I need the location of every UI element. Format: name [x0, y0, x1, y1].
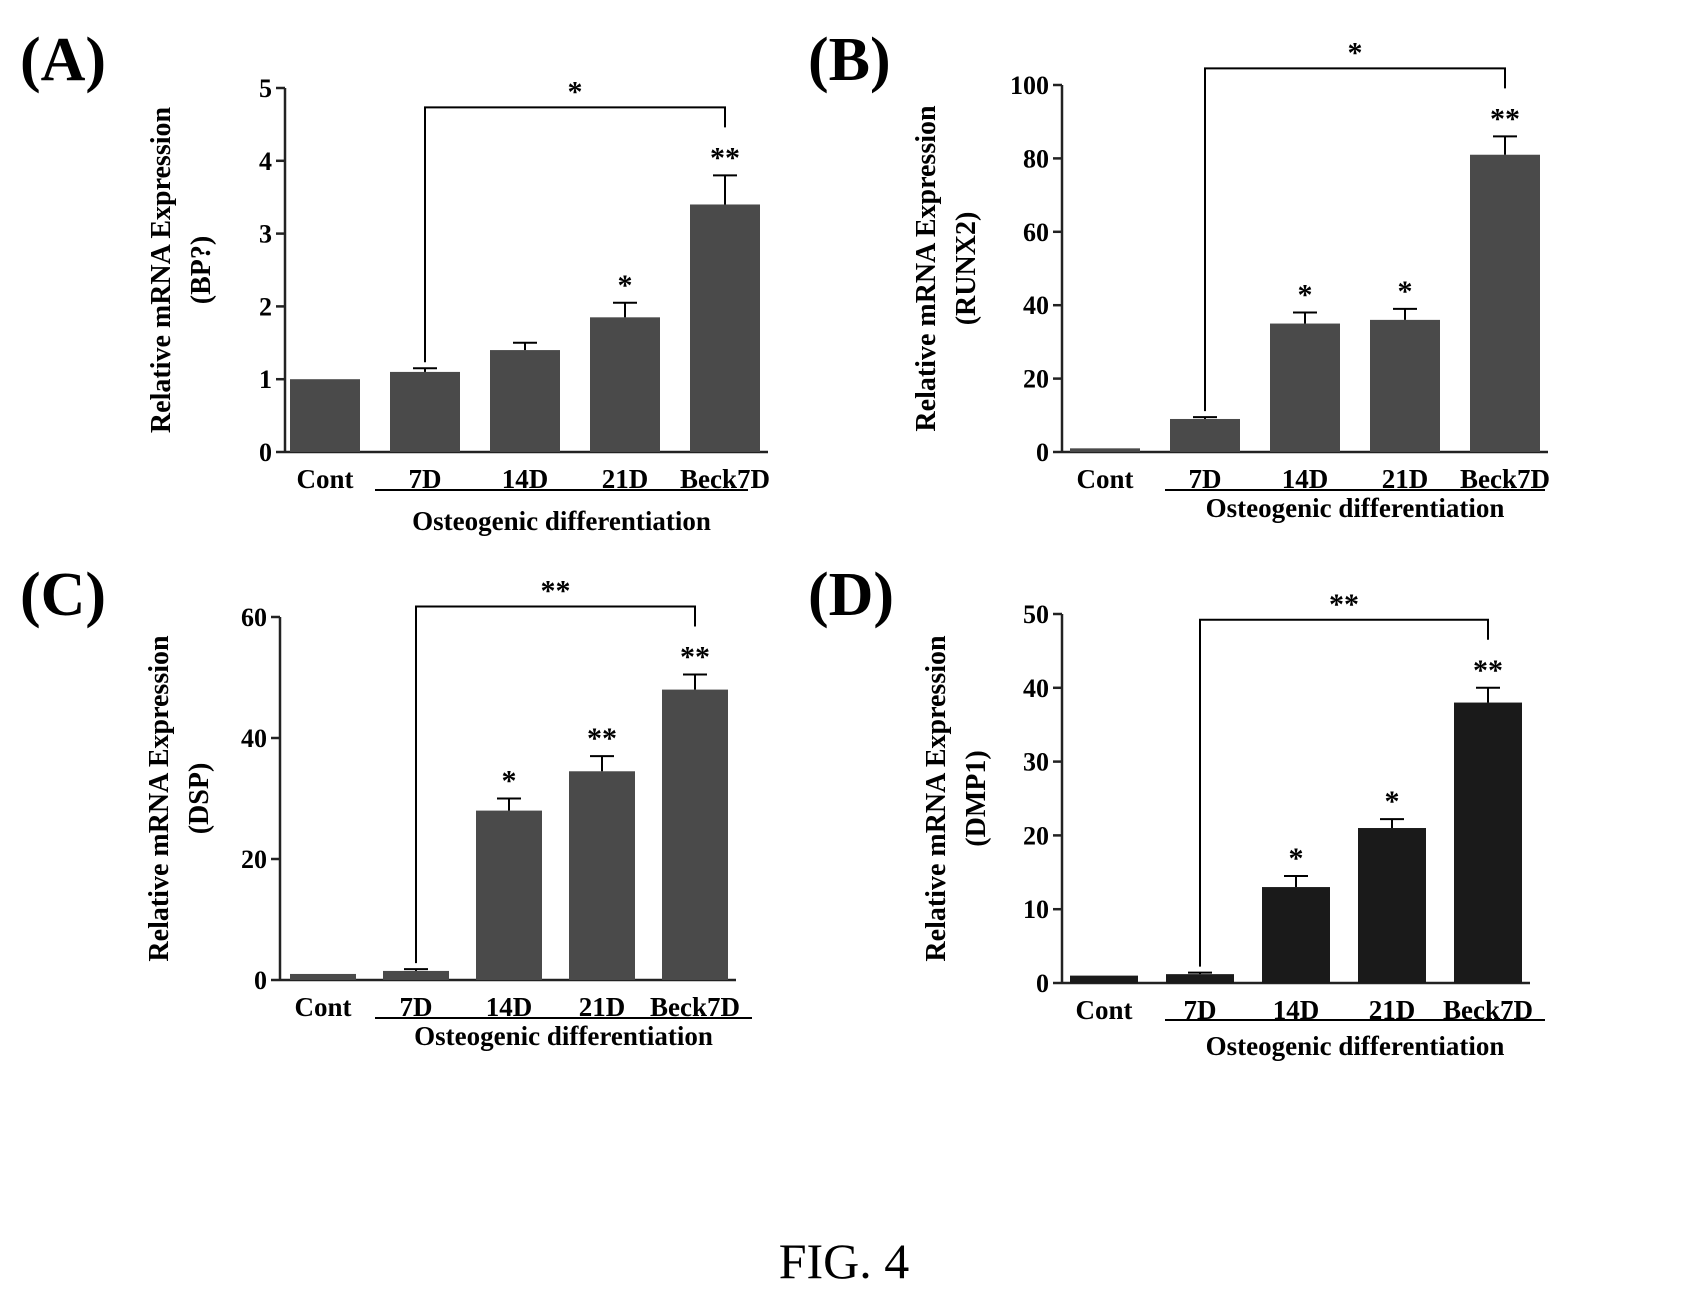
bar [1358, 828, 1426, 983]
y-tick-label: 2 [259, 292, 272, 321]
y-tick-label: 20 [1023, 365, 1049, 394]
bar [1070, 448, 1140, 452]
significance-mark: * [1385, 785, 1400, 818]
figure-caption: FIG. 4 [778, 1233, 910, 1289]
significance-mark: ** [1490, 102, 1520, 135]
bar [1166, 974, 1234, 983]
bracket-significance: * [1348, 36, 1363, 69]
bar [1170, 418, 1240, 452]
y-tick-label: 40 [241, 724, 267, 753]
y-tick-label: 50 [1023, 600, 1049, 629]
y-tick-label: 60 [241, 603, 267, 632]
significance-mark: * [1298, 279, 1313, 312]
bar [690, 204, 760, 452]
y-tick-label: 60 [1023, 218, 1049, 247]
y-axis-gene-label: (BP?) [186, 236, 217, 304]
significance-mark: * [618, 269, 633, 302]
bracket-significance: * [568, 75, 583, 108]
y-axis-title: Relative mRNA Expression [921, 635, 952, 962]
bracket-significance: ** [1329, 588, 1359, 621]
significance-mark: ** [680, 640, 710, 673]
y-tick-label: 40 [1023, 291, 1049, 320]
y-tick-label: 0 [259, 438, 272, 467]
x-group-label: Osteogenic differentiation [414, 1021, 713, 1051]
significance-mark: ** [710, 141, 740, 174]
bar [490, 350, 560, 452]
panel-label: (B) [808, 26, 891, 94]
y-axis-gene-label: (RUNX2) [951, 212, 982, 326]
category-label: Cont [294, 992, 351, 1022]
y-tick-label: 0 [254, 966, 267, 995]
y-axis-title: Relative mRNA Expression [911, 105, 942, 432]
bar [1454, 702, 1522, 983]
bar [1370, 319, 1440, 452]
bar [390, 371, 460, 452]
panel-label: (C) [20, 561, 106, 629]
y-tick-label: 20 [241, 845, 267, 874]
significance-mark: * [1398, 275, 1413, 308]
bar [1070, 975, 1138, 983]
y-tick-label: 10 [1023, 895, 1049, 924]
comparison-bracket [1199, 618, 1489, 967]
comparison-bracket [415, 605, 696, 964]
panel-label: (A) [20, 26, 106, 94]
y-tick-label: 0 [1036, 969, 1049, 998]
category-label: Cont [1076, 464, 1133, 494]
x-group-label: Osteogenic differentiation [412, 506, 711, 536]
y-tick-label: 5 [259, 74, 272, 103]
y-axis-title: Relative mRNA Expression [146, 107, 177, 434]
bar [1262, 887, 1330, 983]
category-label: Cont [1075, 995, 1132, 1025]
bar [290, 973, 356, 980]
panel-label: (D) [808, 561, 894, 629]
x-group-label: Osteogenic differentiation [1206, 493, 1505, 523]
bar [569, 771, 635, 980]
significance-mark: ** [587, 722, 617, 755]
bracket-significance: ** [541, 574, 571, 607]
significance-mark: * [502, 765, 517, 798]
bar [476, 810, 542, 980]
comparison-bracket [424, 106, 726, 363]
y-tick-label: 0 [1036, 438, 1049, 467]
bar [1470, 154, 1540, 453]
bar [290, 379, 360, 452]
bar [590, 317, 660, 452]
y-tick-label: 20 [1023, 821, 1049, 850]
y-tick-label: 80 [1023, 144, 1049, 173]
x-group-label: Osteogenic differentiation [1206, 1031, 1505, 1061]
y-axis-title: Relative mRNA Expression [144, 635, 175, 962]
significance-mark: ** [1473, 654, 1503, 687]
bar [383, 970, 449, 980]
significance-mark: * [1289, 842, 1304, 875]
y-tick-label: 40 [1023, 674, 1049, 703]
bar [1270, 323, 1340, 452]
y-tick-label: 4 [259, 147, 272, 176]
category-label: Cont [296, 464, 353, 494]
y-tick-label: 30 [1023, 748, 1049, 777]
y-tick-label: 100 [1010, 71, 1049, 100]
y-tick-label: 1 [259, 365, 272, 394]
y-tick-label: 3 [259, 220, 272, 249]
y-axis-gene-label: (DMP1) [961, 750, 992, 846]
bar [662, 689, 728, 980]
y-axis-gene-label: (DSP) [184, 763, 215, 835]
comparison-bracket [1204, 67, 1506, 412]
